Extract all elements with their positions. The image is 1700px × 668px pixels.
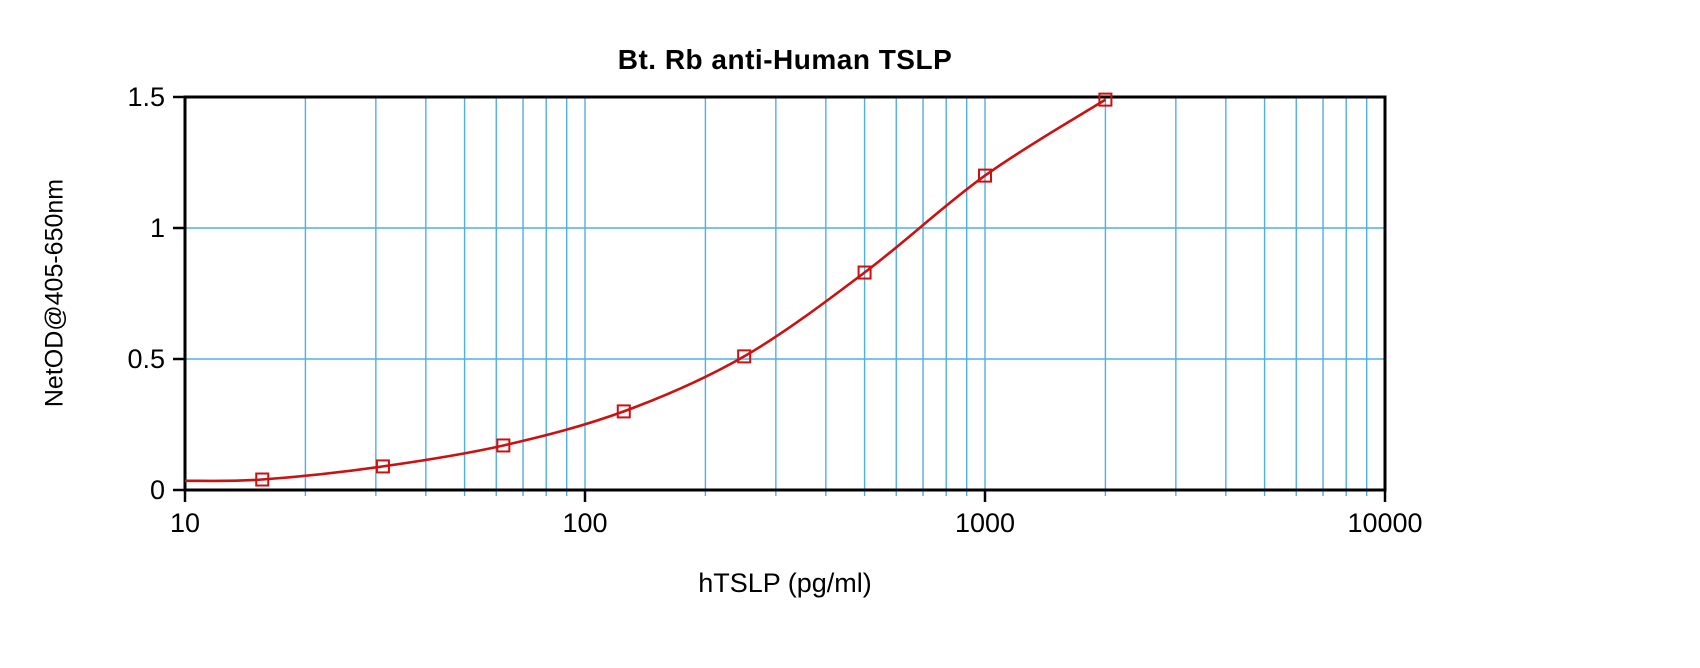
y-tick-label: 1 — [150, 213, 165, 243]
y-axis-label: NetOD@405-650nm — [40, 178, 69, 408]
y-tick-label: 1.5 — [127, 82, 165, 112]
plot-border — [183, 95, 1387, 492]
y-tick-label: 0.5 — [127, 344, 165, 374]
data-point-marker — [375, 459, 390, 474]
x-tick-label: 10000 — [1347, 508, 1422, 538]
data-point-marker — [1098, 92, 1113, 107]
data-point-marker — [737, 349, 752, 364]
data-point-marker — [978, 168, 992, 183]
chart-title: Bt. Rb anti-Human TSLP — [617, 44, 953, 75]
data-point-marker — [496, 438, 511, 453]
x-axis-label: hTSLP (pg/ml) — [698, 568, 872, 598]
data-point-marker — [857, 265, 872, 280]
series-line — [184, 98, 1107, 483]
data-point-marker — [255, 472, 270, 487]
data-point-marker — [616, 404, 631, 419]
y-tick-label: 0 — [150, 475, 165, 505]
x-tick-label: 10 — [170, 508, 200, 538]
x-tick-label: 100 — [562, 508, 607, 538]
x-tick-label: 1000 — [955, 508, 1015, 538]
